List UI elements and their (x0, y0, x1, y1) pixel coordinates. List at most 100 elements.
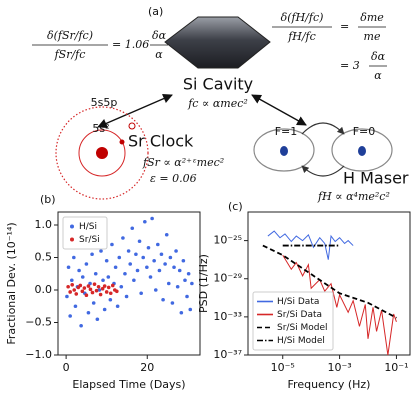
legend-label: Sr/Si Model (277, 323, 328, 333)
plot-frame (57, 211, 201, 356)
point (86, 310, 91, 315)
plot-frame (247, 211, 411, 356)
point (132, 278, 136, 283)
point (172, 265, 176, 270)
point (106, 275, 111, 279)
equation-part: α (374, 69, 382, 82)
point (72, 288, 77, 292)
point (139, 291, 143, 296)
point (177, 268, 182, 273)
point (70, 283, 74, 287)
legend-label: Sr/Si Data (277, 310, 322, 320)
point (166, 281, 171, 286)
transition-arrow (301, 165, 345, 177)
point (163, 262, 167, 266)
point (145, 265, 149, 270)
equation-part: δ(fSr/fc) (47, 29, 93, 42)
legend-box (252, 291, 334, 351)
equation-part: = 1.06 (112, 38, 149, 51)
panel-label: (c) (228, 200, 243, 213)
point (102, 284, 107, 288)
point (164, 232, 169, 237)
point (68, 314, 72, 318)
equation-part: = (340, 20, 349, 33)
sr-clock-label: Sr Clock (128, 132, 194, 151)
point (156, 242, 160, 247)
point (168, 255, 173, 260)
legend-marker (70, 224, 74, 229)
y-axis-label: Fractional Dev. (10⁻¹⁴) (5, 222, 18, 344)
spin (358, 146, 366, 156)
point (106, 285, 111, 290)
point (96, 284, 101, 289)
point (93, 271, 98, 276)
y-tick-label: 10⁻²⁹ (213, 272, 242, 285)
point (69, 278, 74, 283)
point (95, 317, 100, 322)
state-ellipse (331, 128, 393, 172)
orbital-label: 5s² (92, 122, 109, 135)
h-formula: fH ∝ α⁴me²c² (317, 190, 390, 203)
point (66, 265, 71, 270)
panel-label: (a) (148, 5, 163, 18)
point (183, 278, 187, 283)
point (108, 291, 113, 296)
point (135, 268, 140, 273)
legend-label: H/Si Data (277, 297, 319, 307)
spin (280, 146, 288, 156)
equation-part: me (364, 30, 381, 43)
series-line (267, 230, 354, 260)
point (170, 301, 175, 305)
point (72, 255, 76, 260)
point (84, 293, 89, 298)
point (101, 278, 105, 283)
point (88, 287, 93, 292)
point (90, 290, 95, 295)
point (94, 288, 99, 293)
point (110, 242, 114, 247)
point (124, 294, 129, 299)
y-tick-label: 10⁻²⁵ (213, 234, 242, 247)
x-tick-label: 0 (63, 361, 70, 374)
point (150, 216, 154, 221)
x-axis-label: Frequency (Hz) (288, 378, 371, 391)
x-tick-label: 10⁻³ (327, 361, 351, 374)
point (148, 275, 153, 279)
point (82, 286, 87, 290)
point (98, 292, 103, 297)
point (128, 262, 133, 266)
y-tick-label: 0.5 (35, 251, 53, 264)
point (179, 310, 184, 315)
point (143, 219, 147, 224)
point (104, 290, 109, 294)
point (190, 281, 194, 286)
y-tick-label: −0.5 (25, 316, 52, 329)
point (104, 258, 109, 263)
point (86, 284, 91, 288)
series-line (262, 244, 397, 319)
legend-marker (70, 237, 74, 242)
point (84, 262, 89, 266)
point (88, 281, 92, 286)
point (80, 289, 85, 294)
y-tick-label: 1.0 (35, 218, 53, 231)
point (100, 286, 105, 291)
point (161, 297, 165, 302)
electron-excited (128, 122, 136, 130)
point (175, 284, 180, 289)
x-tick-label: 10⁻⁵ (271, 361, 295, 374)
equation-part: fSr/fc (54, 48, 86, 61)
point (77, 268, 81, 273)
arrow (97, 94, 173, 128)
point (130, 226, 135, 231)
equation-part: δ(fH/fc) (281, 11, 324, 24)
panel-label: (b) (40, 193, 56, 206)
point (68, 290, 72, 294)
h-maser-label: H Maser (343, 169, 409, 188)
equation-part: δα (152, 29, 167, 42)
point (113, 265, 118, 270)
point (92, 282, 97, 286)
state-label: F=0 (353, 125, 376, 138)
point (174, 249, 178, 253)
